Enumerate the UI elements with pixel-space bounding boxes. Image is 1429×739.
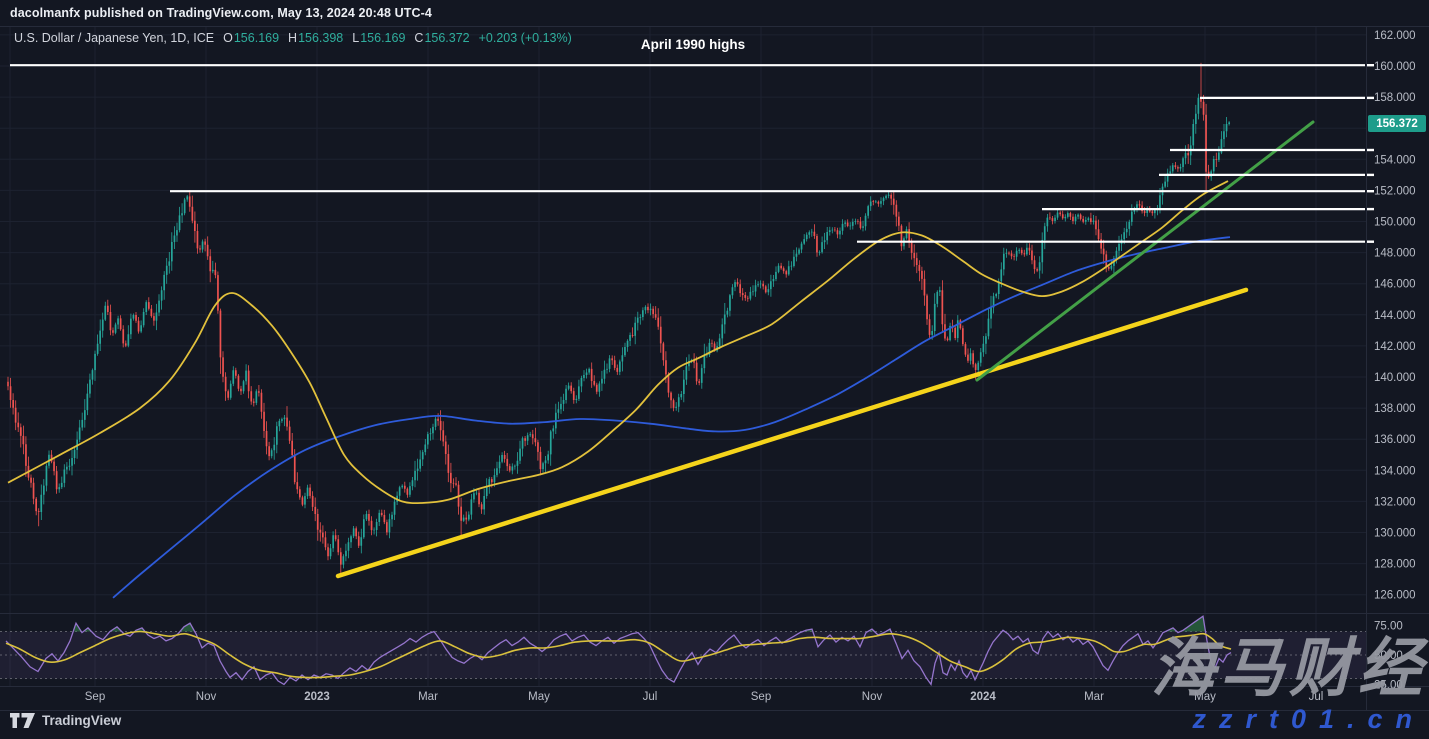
annotation-april-1990-highs[interactable]: April 1990 highs (640, 37, 746, 52)
ohlc-high: H156.398 (288, 31, 344, 45)
time-axis-label: Mar (1084, 691, 1104, 703)
rsi-axis-label: 75.00 (1374, 621, 1403, 633)
price-axis-label: 152.000 (1374, 185, 1416, 197)
ohlc-close: C156.372 (414, 31, 470, 45)
time-axis-label: Sep (85, 691, 105, 703)
level-axis-tick (1367, 190, 1374, 193)
time-axis-label: May (1194, 691, 1216, 703)
pane-separators (0, 26, 1429, 711)
level-axis-tick (1367, 96, 1374, 100)
last-price-badge: 156.372 (1368, 115, 1426, 132)
moving-averages (7, 180, 1231, 599)
ma-50-yellow (7, 180, 1229, 505)
price-axis-label: 154.000 (1374, 154, 1416, 166)
price-axis-label: 150.000 (1374, 217, 1416, 229)
symbol-title[interactable]: U.S. Dollar / Japanese Yen, 1D, ICE (14, 31, 215, 45)
rsi-signal-line (5, 630, 1232, 679)
tradingview-logo-icon[interactable] (10, 713, 35, 728)
price-axis-label: 126.000 (1374, 590, 1416, 602)
time-axis[interactable]: Sep Nov 2023 Mar May Jul Sep Nov 2024 Mar May Jul (85, 691, 1324, 703)
footer-bar: TradingView (10, 713, 121, 728)
rsi-indicator[interactable] (5, 615, 1232, 686)
price-axis-label: 134.000 (1374, 465, 1416, 477)
rsi-overbought-fill (73, 616, 1206, 632)
rsi-band (0, 631, 1366, 679)
time-axis-label: 2024 (970, 691, 996, 703)
price-axis[interactable]: 162.000160.000158.000156.000154.000152.0… (1367, 30, 1416, 692)
change-value: +0.203 (+0.13%) (478, 31, 572, 45)
price-axis-label: 148.000 (1374, 248, 1416, 260)
ohlc-low: L156.169 (352, 31, 406, 45)
price-axis-label: 138.000 (1374, 403, 1416, 415)
level-axis-tick (1367, 173, 1374, 177)
publish-bar: dacolmanfx published on TradingView.com,… (0, 0, 1429, 26)
rsi-axis-label: 25.00 (1374, 679, 1403, 691)
gridlines (0, 27, 1366, 686)
rsi-line (5, 615, 1232, 686)
time-axis-label: Nov (196, 691, 217, 703)
time-axis-label: Mar (418, 691, 438, 703)
trendline-green-support[interactable] (975, 120, 1315, 382)
level-axis-tick (1367, 148, 1374, 152)
price-axis-label: 128.000 (1374, 559, 1416, 571)
horizontal-levels[interactable] (10, 64, 1365, 243)
rsi-axis-label: 50.00 (1374, 650, 1403, 662)
price-axis-label: 146.000 (1374, 279, 1416, 291)
price-axis-label: 158.000 (1374, 92, 1416, 104)
symbol-legend[interactable]: U.S. Dollar / Japanese Yen, 1D, ICE O156… (14, 31, 572, 45)
time-axis-label: Sep (751, 691, 771, 703)
price-axis-label: 160.000 (1374, 61, 1416, 73)
price-axis-label: 130.000 (1374, 528, 1416, 540)
price-axis-label: 136.000 (1374, 434, 1416, 446)
tradingview-brand[interactable]: TradingView (42, 713, 122, 728)
price-axis-label: 132.000 (1374, 496, 1416, 508)
trendline-yellow-support[interactable] (335, 287, 1249, 579)
price-axis-label: 142.000 (1374, 341, 1416, 353)
price-axis-label: 144.000 (1374, 310, 1416, 322)
time-axis-label: Nov (862, 691, 883, 703)
time-axis-label: May (528, 691, 550, 703)
level-axis-tick (1367, 64, 1374, 67)
candlestick-series[interactable] (7, 62, 1230, 576)
trendlines[interactable] (335, 120, 1315, 579)
price-axis-label: 162.000 (1374, 30, 1416, 42)
publish-info: dacolmanfx published on TradingView.com,… (10, 6, 432, 20)
time-axis-label: Jul (643, 691, 658, 703)
ohlc-open: O156.169 (223, 31, 280, 45)
time-axis-label: 2023 (304, 691, 330, 703)
level-axis-tick (1367, 240, 1374, 243)
level-axis-tick (1367, 207, 1374, 211)
time-axis-label: Jul (1309, 691, 1324, 703)
ma-200-blue (112, 236, 1231, 599)
price-axis-label: 140.000 (1374, 372, 1416, 384)
